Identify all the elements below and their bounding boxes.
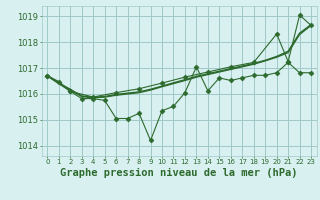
X-axis label: Graphe pression niveau de la mer (hPa): Graphe pression niveau de la mer (hPa): [60, 168, 298, 178]
